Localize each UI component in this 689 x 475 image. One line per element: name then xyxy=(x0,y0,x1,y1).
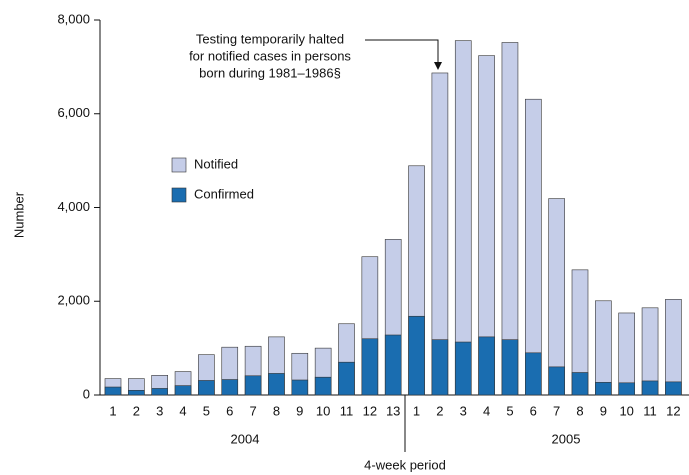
x-tick-label: 7 xyxy=(553,403,560,418)
x-tick-label: 11 xyxy=(340,403,354,418)
y-tick-label: 6,000 xyxy=(57,105,90,120)
bar xyxy=(641,380,659,396)
x-tick-label: 11 xyxy=(643,403,657,418)
x-tick-label: 2 xyxy=(133,403,140,418)
legend-swatch xyxy=(171,187,187,203)
x-tick-label: 7 xyxy=(249,403,256,418)
x-tick-label: 1 xyxy=(413,403,420,418)
bar xyxy=(268,373,285,396)
y-tick-label: 8,000 xyxy=(57,11,90,26)
x-tick-label: 12 xyxy=(666,403,680,418)
bar xyxy=(314,376,332,396)
y-tick-label: 2,000 xyxy=(57,293,90,308)
bar xyxy=(221,379,239,396)
bar xyxy=(595,382,612,396)
y-tick-label: 4,000 xyxy=(57,199,90,214)
bar xyxy=(665,381,682,396)
x-tick-label: 9 xyxy=(600,403,607,418)
legend-label: Notified xyxy=(194,156,238,171)
bar xyxy=(548,366,565,396)
bar xyxy=(104,386,122,396)
x-tick-label: 5 xyxy=(203,403,210,418)
legend-swatch xyxy=(171,157,187,173)
x-tick-label: 1 xyxy=(109,403,116,418)
bar xyxy=(595,300,612,396)
group-label: 2005 xyxy=(552,431,581,446)
x-tick-label: 13 xyxy=(386,403,400,418)
bar xyxy=(454,341,472,396)
bar xyxy=(198,380,215,396)
bar xyxy=(665,299,682,396)
annotation: born during 1981–1986§ xyxy=(199,65,341,80)
annotation: Testing temporarily halted xyxy=(196,31,344,46)
group-label: 2004 xyxy=(231,431,260,446)
x-tick-label: 4 xyxy=(483,403,490,418)
x-tick-label: 9 xyxy=(296,403,303,418)
x-tick-label: 10 xyxy=(619,403,633,418)
legend-label: Confirmed xyxy=(194,186,254,201)
bar xyxy=(408,315,425,396)
x-tick-label: 8 xyxy=(576,403,583,418)
x-tick-label: 5 xyxy=(506,403,513,418)
x-tick-label: 6 xyxy=(530,403,537,418)
bar xyxy=(291,379,309,396)
bar xyxy=(618,382,636,396)
bar xyxy=(524,352,542,396)
bar xyxy=(501,339,519,396)
x-axis-label: 4-week period xyxy=(364,457,446,472)
bar xyxy=(478,336,495,396)
bar xyxy=(431,339,449,396)
x-tick-label: 8 xyxy=(273,403,280,418)
x-tick-label: 12 xyxy=(363,403,377,418)
x-tick-label: 4 xyxy=(179,403,186,418)
bar xyxy=(571,372,589,396)
annotation-arrowhead xyxy=(434,62,442,70)
annotation: for notified cases in persons xyxy=(189,48,351,63)
x-tick-label: 3 xyxy=(156,403,163,418)
bar xyxy=(524,98,542,396)
bar xyxy=(384,334,402,396)
x-tick-label: 3 xyxy=(460,403,467,418)
x-tick-label: 2 xyxy=(436,403,443,418)
bar xyxy=(361,338,379,396)
bar xyxy=(244,375,262,396)
y-tick-label: 0 xyxy=(83,386,90,401)
bar xyxy=(548,198,565,396)
bar xyxy=(151,388,168,396)
bar xyxy=(128,390,145,396)
annotation-arrow xyxy=(365,39,439,64)
x-tick-label: 10 xyxy=(316,403,330,418)
y-axis-label: Number xyxy=(11,191,26,238)
bar xyxy=(338,361,355,396)
bar xyxy=(174,385,192,396)
x-tick-label: 6 xyxy=(226,403,233,418)
